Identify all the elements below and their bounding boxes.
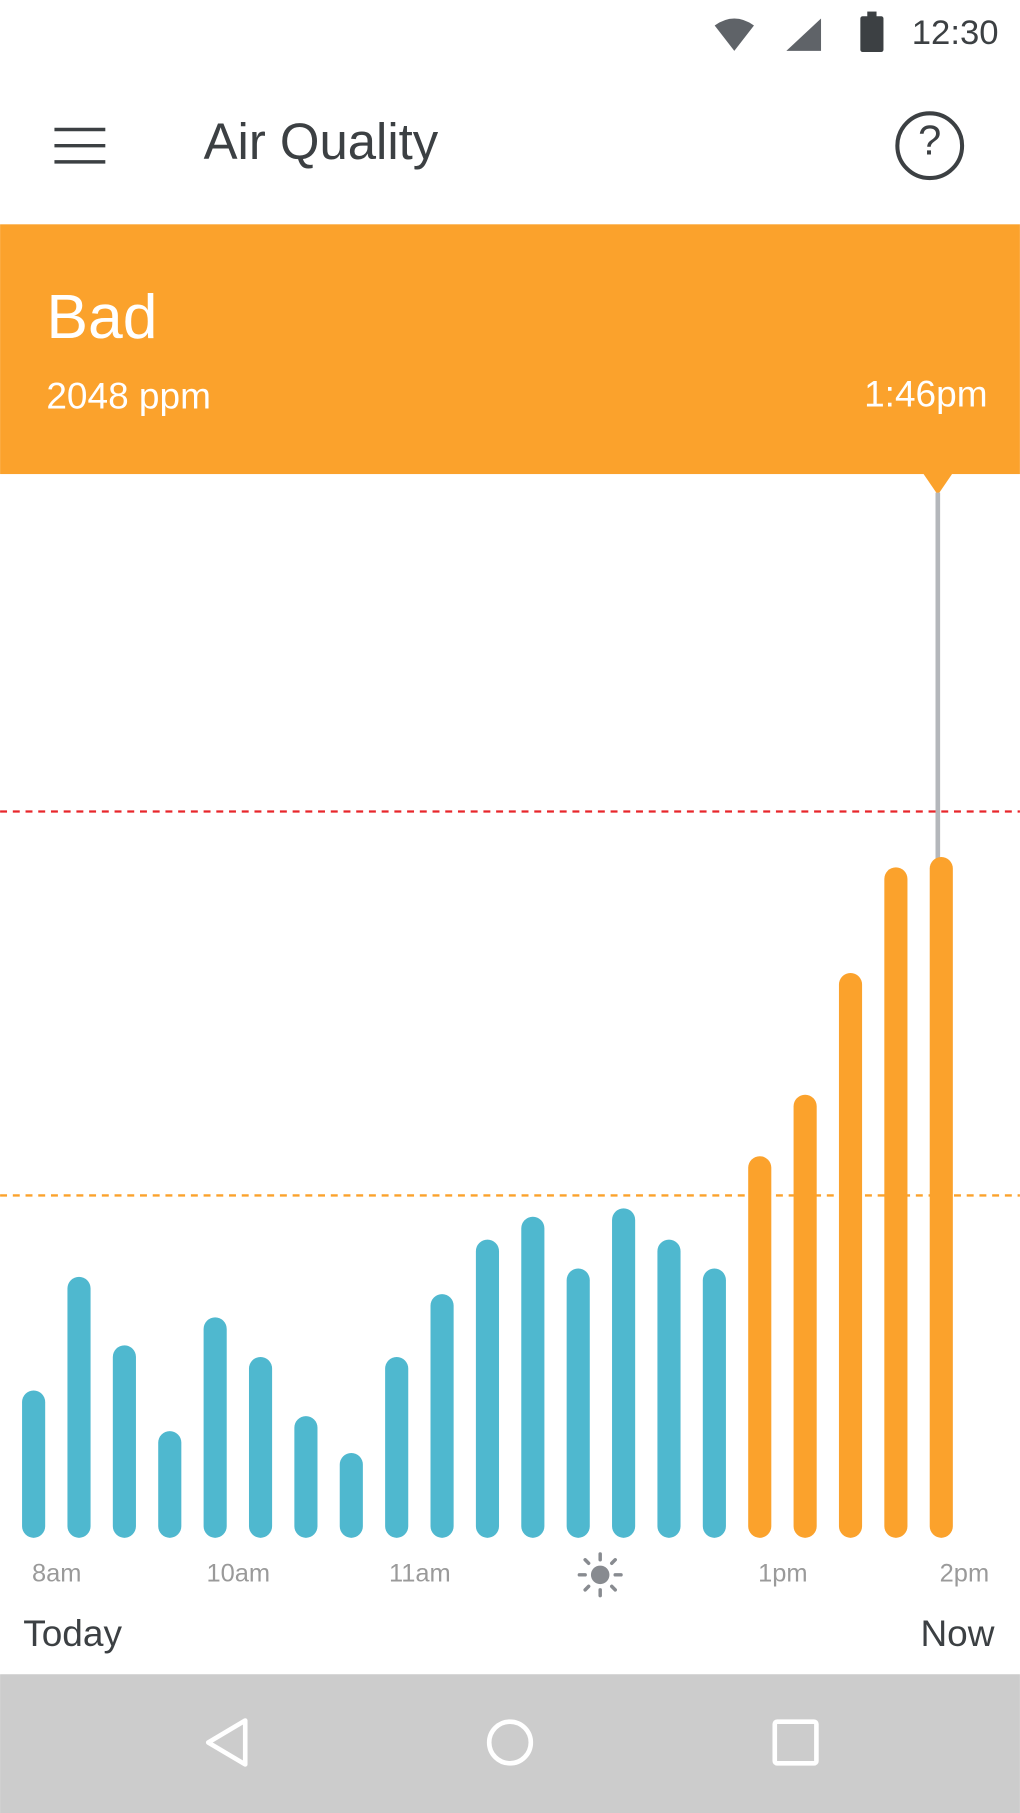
recents-button[interactable] [772, 1719, 819, 1766]
bar [702, 1268, 726, 1538]
home-button[interactable] [486, 1719, 534, 1766]
bar [339, 1453, 363, 1538]
x-tick-label: 2pm [940, 1560, 989, 1588]
bar [521, 1216, 545, 1538]
status-label: Bad [46, 282, 157, 352]
chart: 8am 10am 11am 1pm 2pm [0, 810, 1020, 1588]
help-button[interactable]: ? [895, 111, 965, 181]
bar [566, 1268, 590, 1538]
bar [430, 1294, 454, 1538]
menu-button[interactable] [54, 127, 106, 164]
bar [612, 1208, 636, 1538]
bar [294, 1416, 318, 1538]
back-button[interactable] [205, 1718, 248, 1767]
bar [248, 1356, 273, 1538]
bar [748, 1156, 772, 1538]
banner-pointer [922, 472, 953, 495]
status-time: 12:30 [912, 14, 999, 52]
nav-bar [0, 1674, 1020, 1813]
time-label: 1:46pm [864, 373, 987, 414]
reading-label: 2048 ppm [46, 376, 211, 417]
bar [884, 867, 908, 1538]
bar [67, 1276, 91, 1538]
bar [929, 857, 953, 1538]
footer-start: Today [23, 1613, 122, 1654]
status-banner [0, 224, 1020, 475]
status-icons [714, 11, 884, 53]
bar [158, 1431, 182, 1538]
bar [22, 1390, 46, 1538]
x-tick-label: 8am [32, 1560, 81, 1588]
bar [112, 1345, 136, 1538]
sun-icon [577, 1552, 623, 1598]
x-tick-label: 1pm [758, 1560, 807, 1588]
bar [385, 1356, 409, 1538]
bar [793, 1094, 817, 1538]
x-tick-label: 10am [206, 1560, 270, 1588]
bar [657, 1239, 681, 1538]
bar [838, 973, 863, 1538]
signal-icon [786, 18, 822, 51]
bar [203, 1317, 227, 1538]
footer-end: Now [920, 1613, 994, 1654]
battery-tip [867, 11, 877, 18]
wifi-icon [714, 18, 754, 51]
app-title: Air Quality [204, 113, 439, 170]
battery-icon [860, 16, 884, 53]
x-tick-label: 11am [389, 1560, 451, 1588]
help-glyph[interactable]: ? [918, 116, 941, 163]
bar [475, 1239, 500, 1538]
